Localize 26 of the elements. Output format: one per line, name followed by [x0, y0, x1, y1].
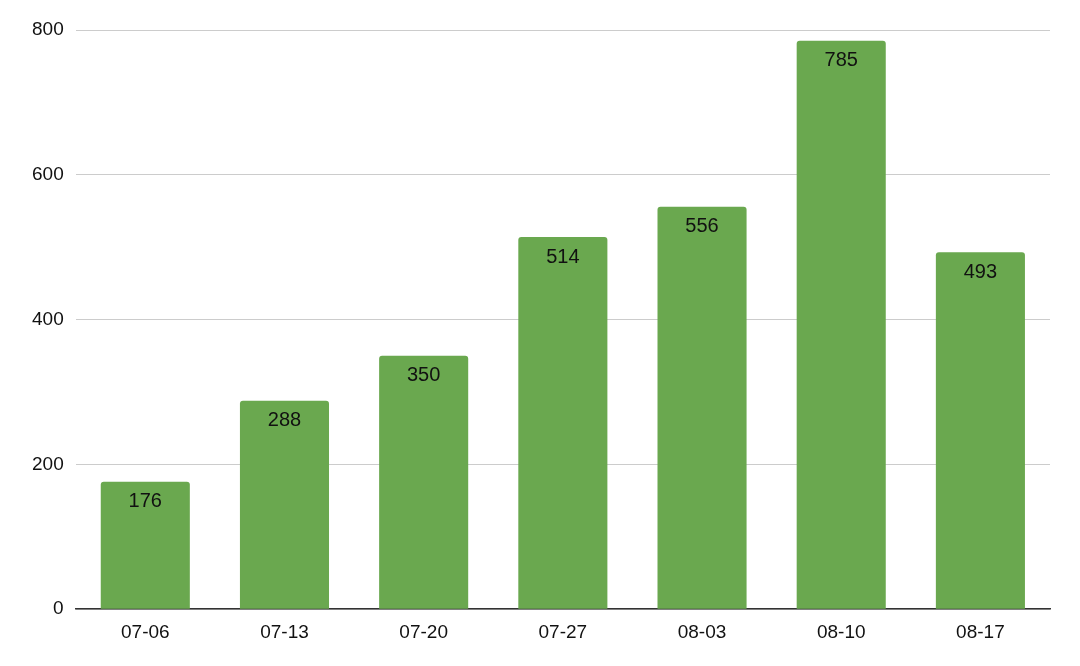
x-tick-label: 08-17	[956, 620, 1005, 642]
data-label: 785	[824, 48, 858, 71]
y-tick-label: 400	[32, 307, 64, 329]
bar	[518, 237, 608, 609]
x-tick-label: 08-03	[677, 620, 727, 642]
y-tick-label: 600	[32, 163, 64, 185]
bar	[379, 355, 469, 609]
data-label: 514	[546, 244, 580, 267]
y-tick-label: 200	[32, 452, 64, 474]
bar	[657, 206, 747, 609]
data-label: 556	[685, 214, 719, 237]
data-label: 350	[406, 363, 441, 386]
x-tick-label: 07-27	[538, 620, 588, 642]
bar	[239, 400, 330, 609]
x-tick-label: 07-20	[399, 620, 448, 642]
x-tick-label: 07-13	[260, 620, 309, 642]
x-tick-label: 08-10	[816, 620, 866, 642]
bar	[935, 252, 1025, 609]
y-tick-label: 800	[32, 18, 64, 40]
data-label: 493	[963, 259, 998, 282]
bar	[796, 40, 886, 609]
bar	[100, 481, 190, 609]
data-label: 176	[128, 489, 162, 512]
data-label: 288	[267, 408, 302, 431]
y-tick-label: 0	[53, 597, 64, 619]
x-tick-label: 07-06	[120, 620, 170, 642]
